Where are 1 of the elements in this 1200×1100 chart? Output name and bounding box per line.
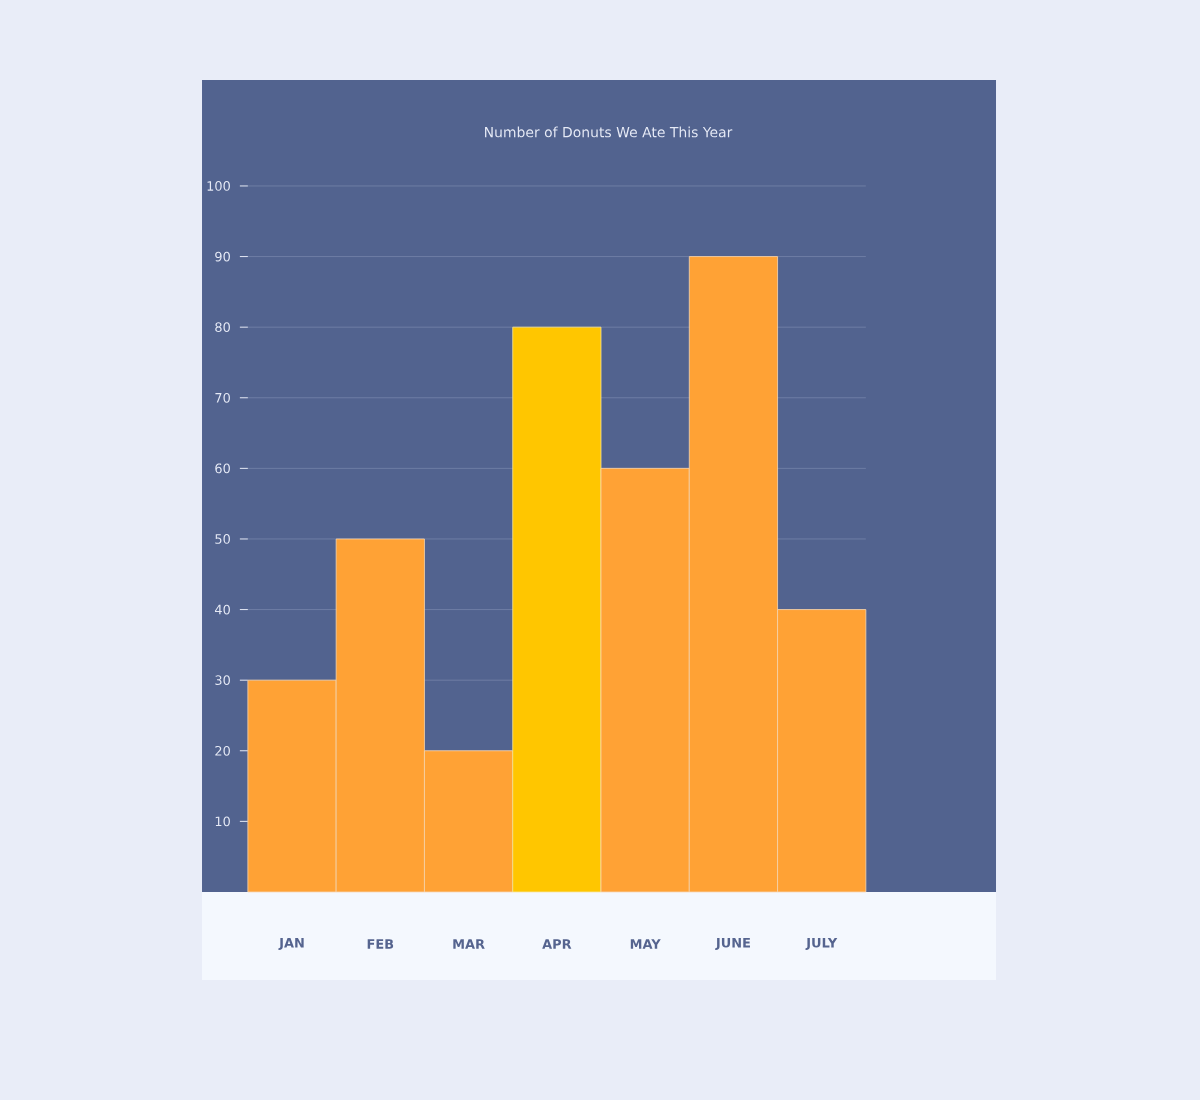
bar (512, 326, 602, 893)
